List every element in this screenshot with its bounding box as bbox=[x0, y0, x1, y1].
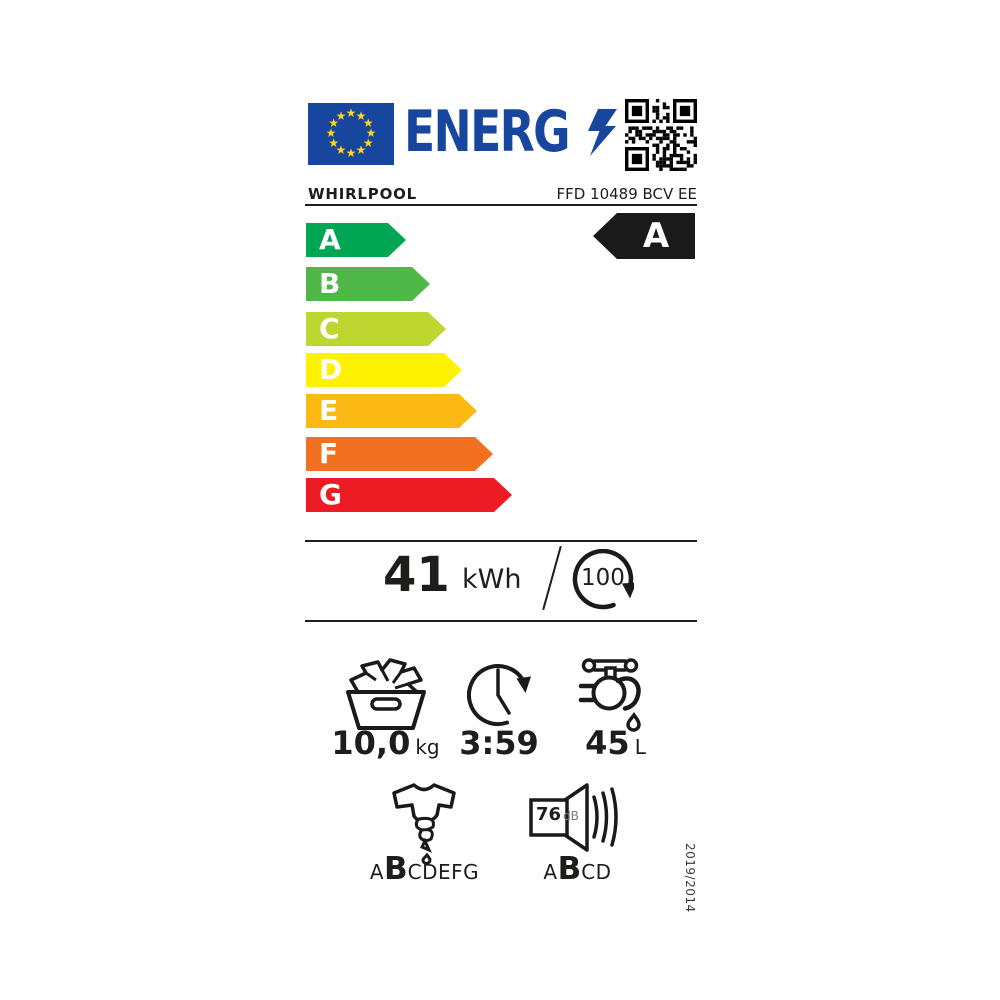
capacity-value: 10,0 bbox=[331, 724, 411, 762]
header-divider bbox=[305, 204, 697, 206]
qr-code bbox=[625, 99, 697, 171]
class-arrow-D: D bbox=[306, 353, 462, 387]
brand-name: WHIRLPOOL bbox=[308, 185, 418, 203]
eu-star-icon: ★ bbox=[328, 116, 340, 130]
class-arrow-letter: D bbox=[319, 353, 343, 386]
class-arrow-letter: B bbox=[319, 267, 341, 300]
class-arrow-F: F bbox=[306, 437, 493, 471]
class-arrow-C: C bbox=[306, 312, 446, 346]
noise-class-scale: A B CD bbox=[525, 851, 630, 887]
lightning-bolt-icon bbox=[586, 109, 618, 157]
regulation-number: 2019/2014 bbox=[683, 843, 697, 913]
noise-unit: dB bbox=[563, 809, 579, 823]
energy-unit: kWh bbox=[462, 564, 522, 595]
capacity-label: 10,0 kg bbox=[328, 727, 443, 759]
eu-star-icon: ★ bbox=[328, 136, 340, 150]
spin-class-prefix: A bbox=[369, 860, 385, 884]
noise-class-current: B bbox=[557, 851, 582, 887]
class-arrow-G: G bbox=[306, 478, 512, 512]
eu-star-icon: ★ bbox=[345, 146, 357, 160]
duration-value: 3:59 bbox=[459, 724, 539, 762]
water-unit: L bbox=[634, 735, 646, 759]
spin-class-current: B bbox=[384, 851, 408, 887]
energy-value: 41 bbox=[383, 547, 450, 603]
capacity-unit: kg bbox=[415, 735, 440, 759]
class-arrow-letter: G bbox=[319, 478, 342, 511]
laundry-basket-icon bbox=[343, 655, 429, 731]
eu-star-icon: ★ bbox=[365, 126, 377, 140]
clock-icon bbox=[462, 655, 536, 731]
eu-star-icon: ★ bbox=[335, 108, 347, 123]
rating-arrow: A bbox=[593, 213, 695, 259]
class-arrow-E: E bbox=[306, 394, 477, 428]
speaker-icon bbox=[528, 783, 628, 853]
eu-star-icon: ★ bbox=[335, 143, 347, 158]
class-arrow-A: A bbox=[306, 223, 406, 257]
circular-arrow-icon bbox=[572, 549, 634, 611]
per-slash bbox=[542, 545, 562, 611]
eu-star-icon: ★ bbox=[355, 108, 367, 123]
noise-class-prefix: A bbox=[543, 860, 558, 884]
duration-label: 3:59 bbox=[449, 727, 549, 759]
eu-star-icon: ★ bbox=[345, 106, 357, 120]
wrung-shirt-icon bbox=[386, 779, 462, 865]
class-arrow-B: B bbox=[306, 267, 430, 301]
class-arrow-letter: F bbox=[319, 437, 339, 470]
tap-icon bbox=[578, 652, 646, 734]
class-arrow-letter: A bbox=[319, 223, 341, 256]
noise-class-suffix: CD bbox=[581, 860, 612, 884]
water-label: 45 L bbox=[568, 727, 663, 759]
eu-star-icon: ★ bbox=[362, 136, 374, 150]
eu-star-icon: ★ bbox=[325, 126, 337, 140]
spin-class-scale: A B CDEFG bbox=[362, 851, 487, 887]
noise-value: 76 bbox=[536, 804, 562, 825]
rating-letter: A bbox=[642, 216, 670, 256]
energy-logo-text: ENERG bbox=[404, 99, 571, 165]
noise-level: 76 dB bbox=[536, 806, 579, 824]
water-value: 45 bbox=[585, 724, 630, 762]
spin-class-suffix: CDEFG bbox=[407, 860, 480, 884]
eu-star-icon: ★ bbox=[355, 143, 367, 158]
energy-section-divider-top bbox=[305, 540, 697, 542]
class-arrow-letter: C bbox=[319, 312, 340, 345]
model-number: FFD 10489 BCV EE bbox=[556, 185, 697, 203]
class-arrow-letter: E bbox=[319, 394, 339, 427]
eu-star-icon: ★ bbox=[362, 116, 374, 130]
cycles-count: 100 bbox=[581, 565, 625, 591]
eu-flag: ★ ★ ★ ★ ★ ★ ★ ★ ★ ★ ★ ★ bbox=[308, 103, 394, 165]
energy-section-divider-bottom bbox=[305, 620, 697, 622]
